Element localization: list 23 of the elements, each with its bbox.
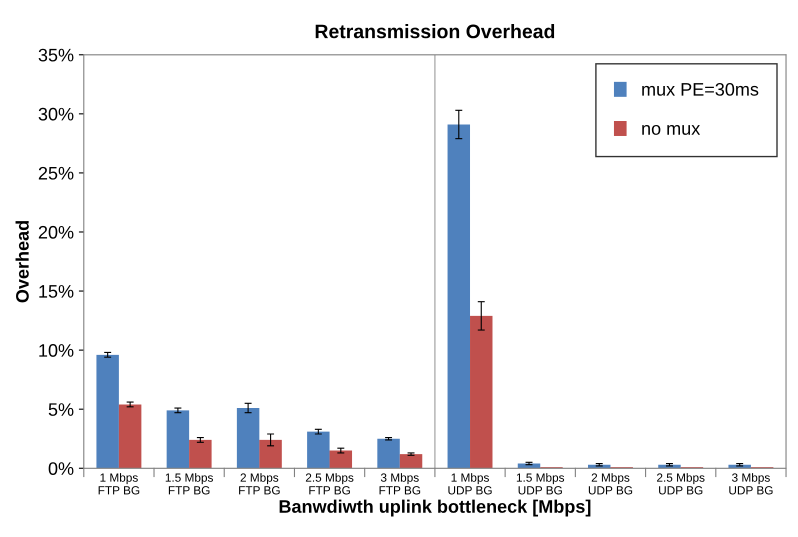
x-tick-label: 1 Mbps UDP BG	[448, 473, 492, 495]
x-tick-label: 1.5 Mbps UDP BG	[516, 473, 564, 495]
y-tick-label: 25%	[38, 166, 74, 180]
y-tick-label: 35%	[38, 48, 74, 62]
x-tick-label: 1 Mbps FTP BG	[98, 473, 140, 495]
x-axis-title: Banwdiwth uplink bottleneck [Mbps]	[280, 500, 590, 516]
x-tick-label: 3 Mbps FTP BG	[380, 473, 420, 495]
y-tick-label: 0%	[48, 462, 74, 475]
x-tick-label: 2 Mbps UDP BG	[588, 473, 632, 495]
legend-label: mux PE=30ms	[642, 82, 758, 96]
y-tick-label: 5%	[48, 403, 74, 416]
y-axis-title: Overhead	[16, 221, 29, 302]
x-tick-label: 2.5 Mbps FTP BG	[306, 473, 354, 495]
legend-label: no mux	[642, 125, 700, 135]
y-tick-label: 20%	[38, 226, 74, 239]
y-tick-label: 30%	[38, 108, 74, 121]
x-tick-label: 2.5 Mbps UDP BG	[657, 473, 705, 495]
y-tick-label: 15%	[39, 285, 74, 298]
x-tick-label: 2 Mbps FTP BG	[239, 473, 280, 495]
y-tick-label: 10%	[39, 344, 74, 357]
x-tick-label: 1.5 Mbps FTP BG	[166, 473, 213, 495]
x-tick-label: 3 Mbps UDP BG	[729, 473, 773, 495]
chart-title: Retransmission Overhead	[316, 24, 554, 38]
